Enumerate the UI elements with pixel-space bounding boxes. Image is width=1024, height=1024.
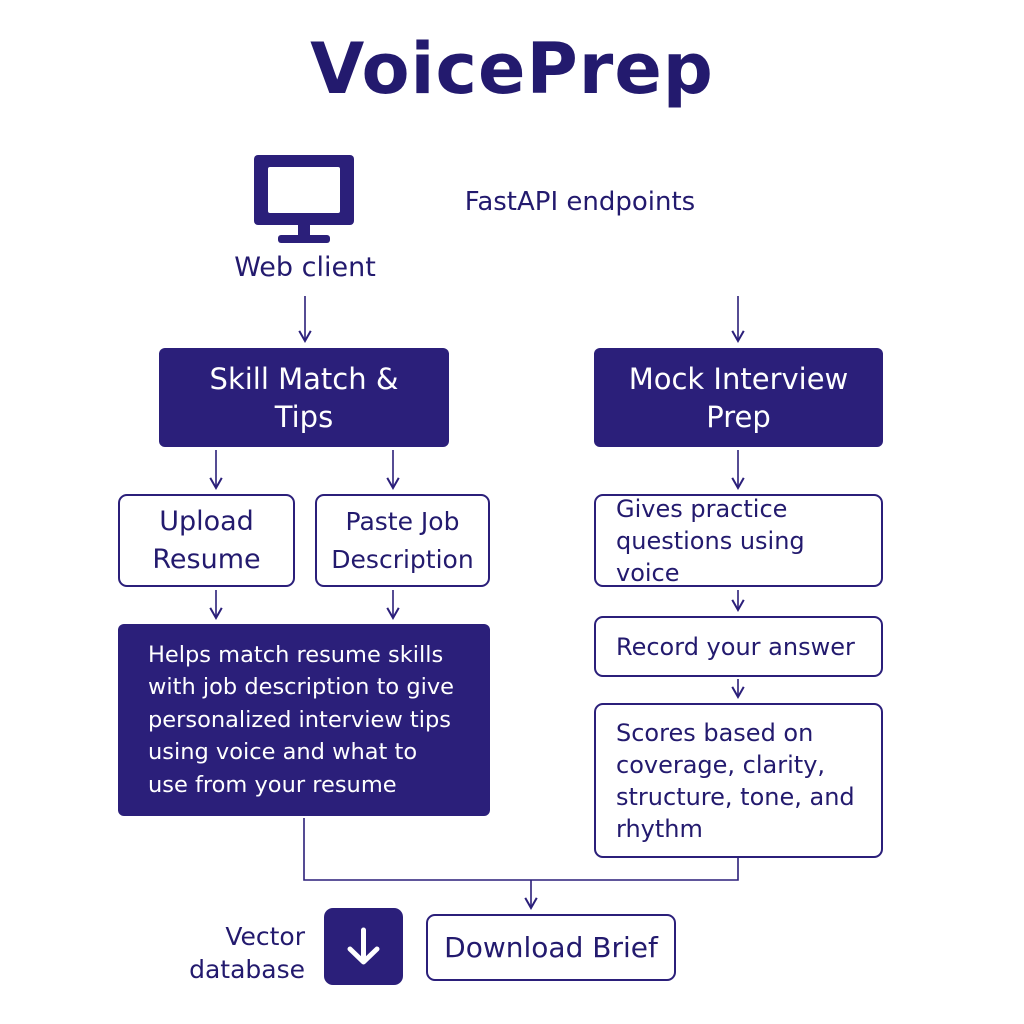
web-client-label: Web client — [234, 252, 376, 283]
skill-match-title-line1: Skill Match & — [209, 361, 399, 396]
summary-line-3: personalized interview tips — [148, 706, 451, 733]
scores-line-4: rhythm — [616, 814, 703, 843]
paste-job-line1: Paste Job — [345, 506, 460, 536]
skill-match-summary-box: Helps match resume skills with job descr… — [118, 624, 490, 816]
monitor-icon — [251, 152, 357, 246]
upload-resume-line2: Resume — [152, 543, 261, 575]
mock-interview-title-line1: Mock Interview — [628, 361, 849, 396]
practice-line-2: questions using voice — [616, 526, 805, 587]
paste-job-description-box: Paste Job Description — [315, 494, 490, 587]
skill-match-box: Skill Match & Tips — [159, 348, 449, 447]
download-brief-label: Download Brief — [444, 931, 658, 964]
summary-line-5: use from your resume — [148, 771, 397, 798]
api-label: FastAPI endpoints — [464, 187, 696, 217]
summary-line-1: Helps match resume skills — [148, 641, 444, 668]
download-arrow-icon[interactable] — [324, 908, 403, 985]
record-answer-box: Record your answer — [594, 616, 883, 677]
scores-line-3: structure, tone, and — [616, 782, 855, 811]
upload-resume-box: Upload Resume — [118, 494, 295, 587]
practice-questions-box: Gives practice questions using voice — [594, 494, 883, 587]
vector-database-label: Vector database — [170, 920, 305, 986]
mock-interview-title-line2: Prep — [706, 399, 771, 434]
practice-line-1: Gives practice — [616, 494, 788, 523]
merge-line — [303, 818, 739, 881]
record-answer-label: Record your answer — [616, 632, 855, 661]
summary-line-2: with job description to give — [148, 674, 455, 701]
page-title: VoicePrep — [310, 28, 714, 110]
scores-line-1: Scores based on — [616, 718, 814, 747]
skill-match-title-line2: Tips — [274, 399, 334, 434]
paste-job-line2: Description — [331, 544, 474, 574]
scores-line-2: coverage, clarity, — [616, 750, 826, 779]
mock-interview-box: Mock Interview Prep — [594, 348, 883, 447]
vector-database-line2: database — [189, 955, 305, 984]
download-brief-button[interactable]: Download Brief — [426, 914, 676, 981]
summary-line-4: using voice and what to — [148, 739, 418, 766]
vector-database-line1: Vector — [225, 922, 305, 951]
upload-resume-line1: Upload — [159, 505, 254, 537]
scores-box: Scores based on coverage, clarity, struc… — [594, 703, 883, 858]
